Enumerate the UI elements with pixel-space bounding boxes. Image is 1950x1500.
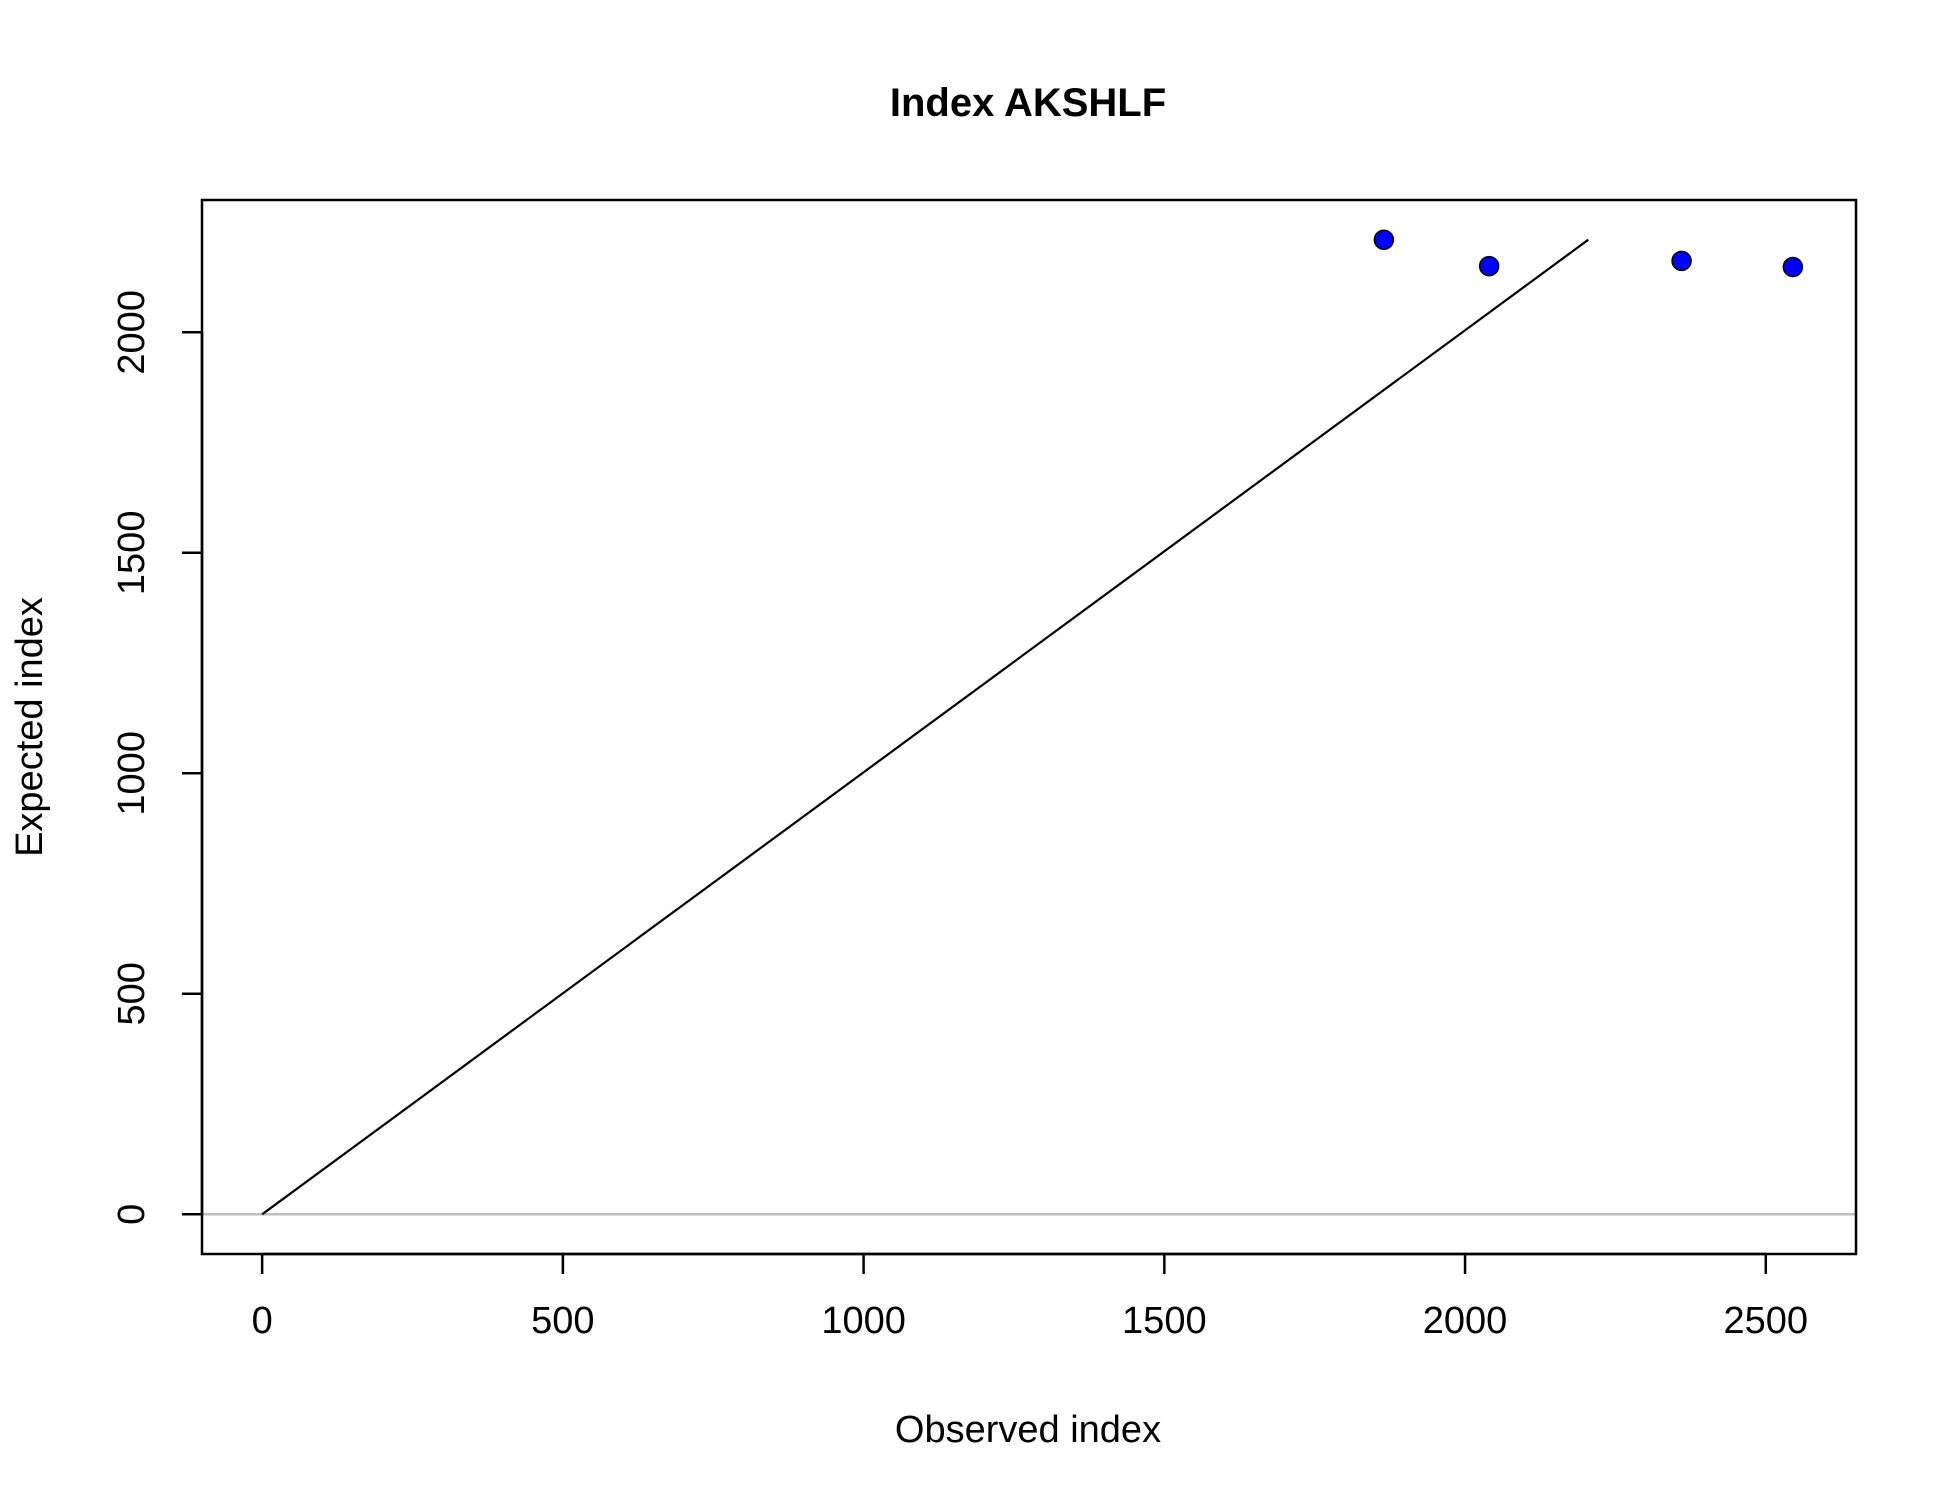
y-tick-label-2000: 2000	[111, 290, 153, 375]
y-tick-label-1500: 1500	[111, 511, 153, 596]
y-tick-label-500: 500	[111, 962, 153, 1025]
y-tick-label-0: 0	[111, 1204, 153, 1225]
data-point-1	[1373, 229, 1395, 250]
data-point-2	[1478, 255, 1500, 277]
plot-frame	[200, 198, 1858, 1256]
x-tick-label-1000: 1000	[821, 1300, 906, 1342]
y-tick-label-1000: 1000	[111, 731, 153, 816]
data-point-3	[1671, 250, 1692, 272]
y-axis-label: Expected index	[9, 597, 51, 857]
plot-area	[202, 229, 1856, 1216]
axes: 0 500 1000 1500 2000 2500 0 500 1000 1500 2000	[111, 198, 1858, 1342]
x-tick-label-0: 0	[252, 1300, 273, 1342]
x-tick-label-500: 500	[531, 1300, 594, 1342]
x-tick-label-1500: 1500	[1122, 1300, 1207, 1342]
x-tick-label-2500: 2500	[1724, 1300, 1809, 1342]
chart-title: Index AKSHLF	[890, 81, 1166, 125]
x-axis-label: Observed index	[895, 1409, 1161, 1451]
one-to-one-line	[261, 238, 1590, 1216]
x-tick-label-2000: 2000	[1423, 1300, 1508, 1342]
data-point-4	[1782, 256, 1804, 278]
